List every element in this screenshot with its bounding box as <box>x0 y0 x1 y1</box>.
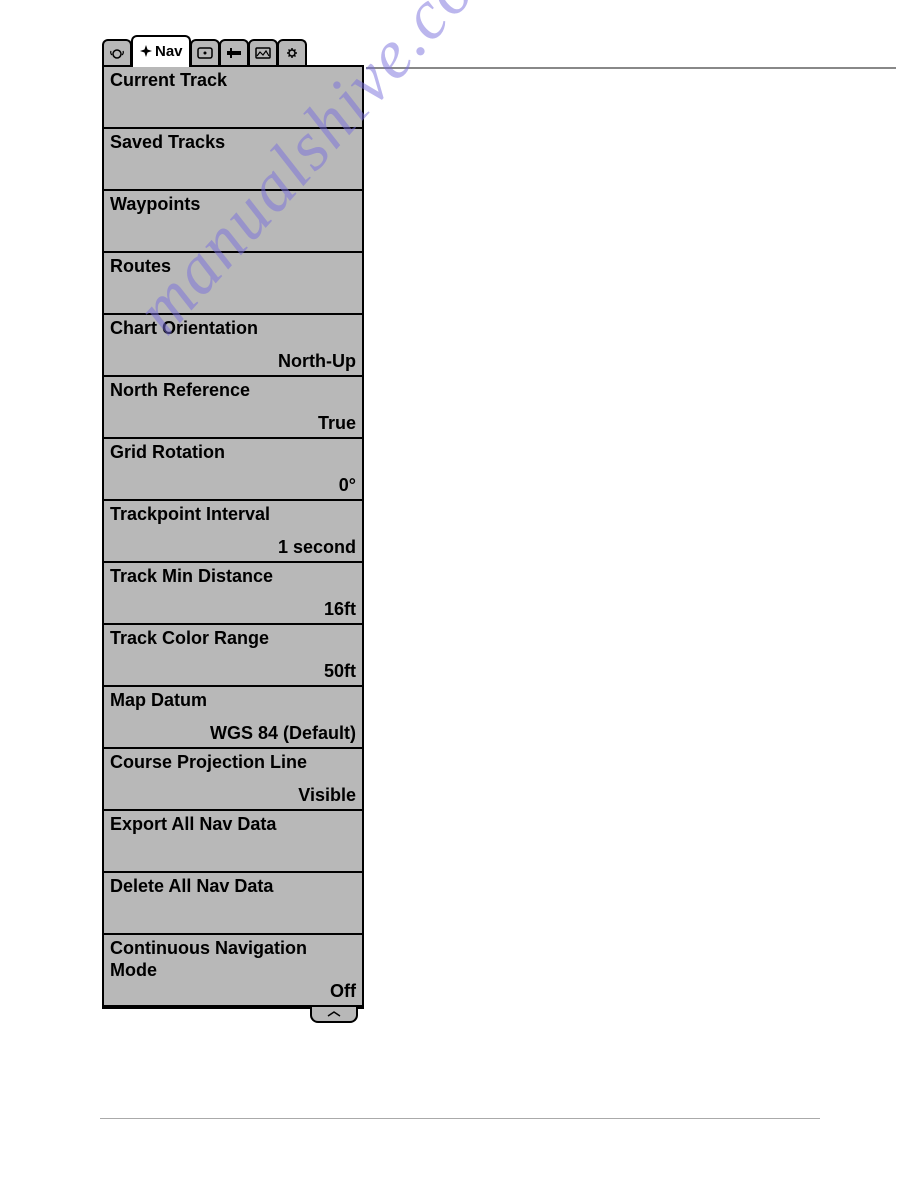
menu-label: Track Color Range <box>110 628 356 650</box>
menu-value: North-Up <box>110 351 356 373</box>
menu-item-track-min-distance[interactable]: Track Min Distance 16ft <box>104 563 362 625</box>
menu-label: Course Projection Line <box>110 752 356 774</box>
menu-item-waypoints[interactable]: Waypoints <box>104 191 362 253</box>
menu-label: Export All Nav Data <box>110 814 356 836</box>
image-icon <box>254 46 272 60</box>
menu-item-track-color-range[interactable]: Track Color Range 50ft <box>104 625 362 687</box>
sonar-icon <box>225 46 243 60</box>
menu-item-trackpoint-interval[interactable]: Trackpoint Interval 1 second <box>104 501 362 563</box>
menu-item-map-datum[interactable]: Map Datum WGS 84 (Default) <box>104 687 362 749</box>
chart-icon <box>196 46 214 60</box>
menu-item-course-projection[interactable]: Course Projection Line Visible <box>104 749 362 811</box>
menu-value: 1 second <box>110 537 356 559</box>
tab-bar: Nav <box>102 35 364 65</box>
menu-item-grid-rotation[interactable]: Grid Rotation 0° <box>104 439 362 501</box>
menu-item-current-track[interactable]: Current Track <box>104 67 362 129</box>
menu-item-continuous-nav[interactable]: Continuous Navigation Mode Off <box>104 935 362 1007</box>
menu-label: Continuous Navigation Mode <box>110 938 356 981</box>
tab-nav[interactable]: Nav <box>131 35 191 65</box>
menu-item-chart-orientation[interactable]: Chart Orientation North-Up <box>104 315 362 377</box>
menu-item-north-reference[interactable]: North Reference True <box>104 377 362 439</box>
menu-value: Visible <box>110 785 356 807</box>
chevron-up-icon <box>326 1010 342 1018</box>
menu-item-saved-tracks[interactable]: Saved Tracks <box>104 129 362 191</box>
menu-label: Map Datum <box>110 690 356 712</box>
nav-menu-panel: Current Track Saved Tracks Waypoints Rou… <box>102 65 364 1009</box>
menu-label: Routes <box>110 256 356 278</box>
gear-icon <box>283 46 301 60</box>
page-footer-line <box>100 1118 820 1119</box>
menu-label: Delete All Nav Data <box>110 876 356 898</box>
tab-image[interactable] <box>248 39 278 65</box>
menu-value: Off <box>110 981 356 1003</box>
tab-nav-label: Nav <box>139 43 183 60</box>
tab-alarm[interactable] <box>102 39 132 65</box>
menu-label: Current Track <box>110 70 356 92</box>
compass-icon <box>139 44 153 58</box>
scroll-handle[interactable] <box>310 1007 358 1023</box>
menu-value: WGS 84 (Default) <box>110 723 356 745</box>
tab-chart[interactable] <box>190 39 220 65</box>
menu-label: Trackpoint Interval <box>110 504 356 526</box>
nav-menu-container: Nav Current Track <box>102 35 364 1009</box>
menu-label: Grid Rotation <box>110 442 356 464</box>
menu-value: 0° <box>110 475 356 497</box>
menu-item-delete-nav-data[interactable]: Delete All Nav Data <box>104 873 362 935</box>
menu-item-routes[interactable]: Routes <box>104 253 362 315</box>
menu-label: Waypoints <box>110 194 356 216</box>
top-divider <box>366 67 896 69</box>
menu-value: True <box>110 413 356 435</box>
alarm-icon <box>108 46 126 60</box>
menu-label: Chart Orientation <box>110 318 356 340</box>
menu-value: 16ft <box>110 599 356 621</box>
menu-label: Saved Tracks <box>110 132 356 154</box>
menu-label: Track Min Distance <box>110 566 356 588</box>
tab-settings[interactable] <box>277 39 307 65</box>
menu-item-export-nav-data[interactable]: Export All Nav Data <box>104 811 362 873</box>
tab-sonar[interactable] <box>219 39 249 65</box>
menu-label: North Reference <box>110 380 356 402</box>
menu-value: 50ft <box>110 661 356 683</box>
